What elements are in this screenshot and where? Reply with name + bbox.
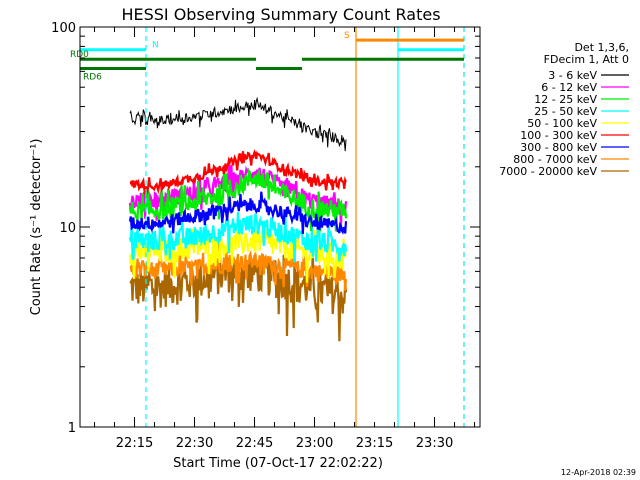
x-axis-label: Start Time (07-Oct-17 22:02:22) (173, 456, 383, 471)
y-tick-label: 100 (51, 21, 76, 36)
legend-label: 300 - 800 keV (520, 141, 597, 154)
footer-timestamp: 12-Apr-2018 02:39 (561, 468, 636, 477)
x-tick-label: 22:15 (116, 436, 153, 451)
legend-label: 12 - 25 keV (534, 93, 597, 106)
legend-header: Det 1,3,6, (574, 41, 629, 54)
legend-label: 25 - 50 keV (534, 105, 597, 118)
series-line-6 (129, 149, 347, 196)
series-line-1 (129, 96, 347, 152)
x-tick-label: 23:30 (416, 436, 453, 451)
y-tick-label: 1 (68, 421, 76, 436)
legend-header: FDecim 1, Att 0 (544, 53, 629, 66)
chart-title: HESSI Observing Summary Count Rates (121, 5, 440, 24)
x-tick-label: 23:00 (296, 436, 333, 451)
x-tick-label: 22:45 (236, 436, 273, 451)
series-line-7 (128, 191, 348, 235)
y-axis-label: Count Rate (s⁻¹ detector⁻¹) (29, 139, 44, 316)
legend-label: 3 - 6 keV (548, 69, 597, 82)
series-line-4 (128, 212, 348, 263)
legend-label: 100 - 300 keV (520, 129, 597, 142)
legend-label: 50 - 100 keV (527, 117, 597, 130)
x-tick-label: 22:30 (176, 436, 213, 451)
series-line-2 (128, 164, 348, 225)
y-tick-label: 10 (59, 221, 76, 236)
legend-label: 800 - 7000 keV (513, 153, 597, 166)
series-line-8 (129, 249, 348, 291)
flag-label-n: N (152, 41, 159, 51)
x-tick-label: 23:15 (356, 436, 393, 451)
y-axis: 1 10 100 (51, 21, 480, 436)
x-axis: 22:15 22:30 22:45 23:00 23:15 23:30 (94, 27, 476, 451)
legend-label: 6 - 12 keV (541, 81, 597, 94)
flag-label-s: S (344, 31, 350, 41)
legend-label: 7000 - 20000 keV (499, 165, 597, 178)
flag-label-rd6: RD6 (83, 73, 102, 83)
